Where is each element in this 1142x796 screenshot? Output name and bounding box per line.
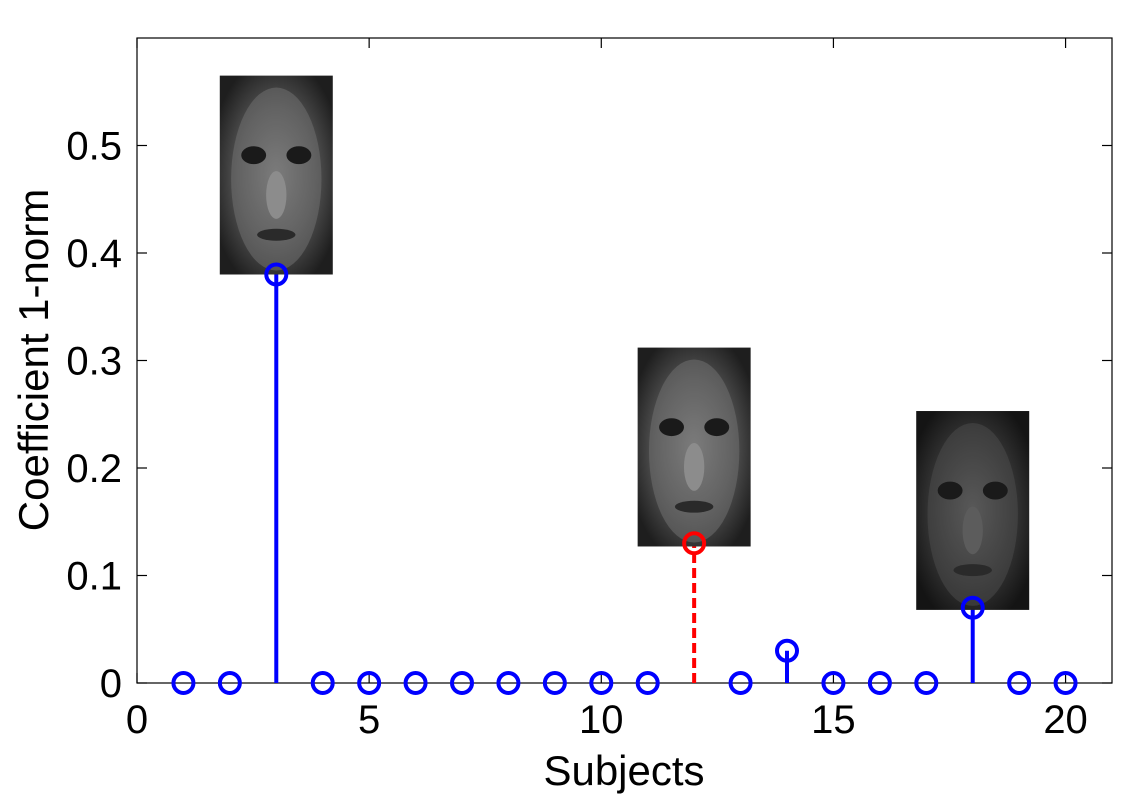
stem-marker [403, 671, 428, 695]
face-nose [962, 506, 983, 555]
face-nose [266, 171, 287, 219]
stem-marker [171, 671, 196, 695]
face-eye-right [982, 481, 1008, 500]
stem-marker [821, 671, 846, 695]
face-mouth [953, 564, 992, 577]
face-eye-left [937, 481, 963, 500]
face-mouth [674, 500, 714, 513]
x-tick-label: 20 [1043, 698, 1088, 742]
y-tick-label: 0.4 [66, 232, 122, 276]
face-nose [683, 443, 705, 491]
face-eye-left [241, 146, 267, 165]
stem-marker [264, 262, 289, 287]
face-image [219, 75, 333, 275]
face-eye-left [659, 418, 684, 437]
stem-marker [775, 638, 799, 663]
stem-marker [1007, 671, 1032, 695]
face-image [637, 347, 751, 547]
stem-marker [682, 531, 707, 556]
y-tick-label: 0 [100, 662, 122, 706]
face-eye-right [286, 146, 312, 165]
y-tick-label: 0.3 [66, 340, 122, 384]
stem-marker [496, 671, 521, 695]
x-tick-label: 5 [358, 698, 380, 742]
y-tick-label: 0.1 [66, 555, 122, 599]
x-axis-label: Subjects [543, 747, 704, 794]
stem-marker [914, 671, 939, 695]
stem-marker [728, 671, 753, 695]
face-mouth [257, 228, 296, 241]
stem-marker [867, 671, 892, 695]
stem-marker [635, 671, 660, 695]
x-tick-label: 0 [126, 698, 148, 742]
x-tick-label: 15 [811, 698, 856, 742]
stem-marker [450, 671, 474, 695]
face-eye-right [704, 418, 730, 437]
y-tick-label: 0.2 [66, 447, 122, 491]
x-tick-label: 10 [579, 698, 624, 742]
stem-marker [1053, 671, 1078, 695]
stem-marker [357, 671, 382, 695]
y-axis-label: Coefficient 1-norm [10, 189, 57, 531]
stem-marker [310, 671, 335, 695]
stem-marker [960, 595, 985, 620]
stem-marker [217, 671, 242, 695]
face-image [916, 411, 1030, 610]
stem-marker [542, 671, 567, 695]
y-tick-label: 0.5 [66, 125, 122, 169]
stem-marker [589, 671, 614, 695]
